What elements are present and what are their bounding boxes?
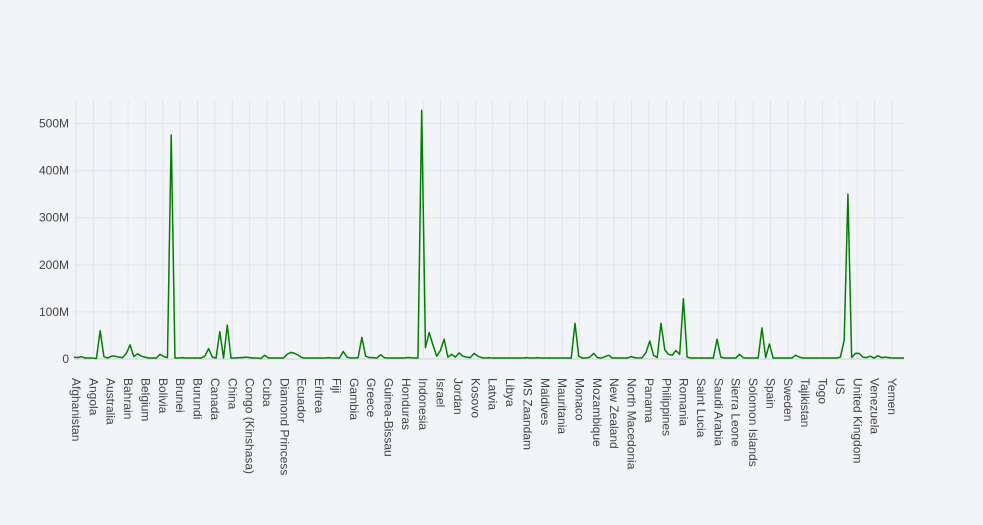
x-tick-label: Bahrain xyxy=(121,378,135,419)
x-tick-label: Solomon Islands xyxy=(746,378,760,467)
x-tick-label: Saint Lucia xyxy=(694,378,708,438)
x-tick-label: Tajikistan xyxy=(798,378,812,427)
x-tick-label: Guinea-Bissau xyxy=(382,378,396,457)
gridlines xyxy=(74,100,904,360)
x-tick-label: Brunei xyxy=(173,378,187,413)
x-tick-label: Mozambique xyxy=(590,378,604,447)
x-tick-label: Ecuador xyxy=(295,378,309,423)
x-tick-label: Panama xyxy=(642,378,656,423)
x-tick-label: Latvia xyxy=(486,378,500,410)
x-tick-label: Bolivia xyxy=(156,378,170,414)
x-tick-label: Mauritania xyxy=(555,378,569,434)
y-tick-label: 0 xyxy=(62,352,69,366)
x-tick-label: Honduras xyxy=(399,378,413,430)
x-tick-label: Diamond Princess xyxy=(277,378,291,475)
x-tick-label: New Zealand xyxy=(607,378,621,449)
x-tick-label: Fiji xyxy=(329,378,343,393)
x-tick-label: MS Zaandam xyxy=(520,378,534,450)
x-tick-label: Afghanistan xyxy=(69,378,83,441)
x-tick-label: Saudi Arabia xyxy=(711,378,725,446)
x-tick-label: Belgium xyxy=(138,378,152,421)
x-tick-label: Togo xyxy=(816,378,830,404)
x-tick-label: Sweden xyxy=(781,378,795,421)
x-tick-label: United Kingdom xyxy=(850,378,864,463)
x-tick-label: Sierra Leone xyxy=(729,378,743,447)
x-tick-label: Monaco xyxy=(572,378,586,421)
x-tick-label: Burundi xyxy=(191,378,205,419)
x-tick-label: Philippines xyxy=(659,378,673,436)
x-tick-label: Angola xyxy=(86,378,100,416)
x-tick-label: Israel xyxy=(434,378,448,407)
x-tick-label: Romania xyxy=(677,378,691,426)
y-tick-label: 200M xyxy=(39,258,69,272)
x-tick-label: North Macedonia xyxy=(625,378,639,470)
y-tick-label: 300M xyxy=(39,211,69,225)
x-tick-label: Libya xyxy=(503,378,517,407)
x-tick-label: Greece xyxy=(364,378,378,418)
x-tick-label: Congo (Kinshasa) xyxy=(243,378,257,474)
x-tick-label: Spain xyxy=(763,378,777,409)
x-tick-label: Kosovo xyxy=(468,378,482,418)
x-tick-label: Cuba xyxy=(260,378,274,407)
x-tick-label: Yemen xyxy=(885,378,899,415)
x-tick-label: US xyxy=(833,378,847,395)
y-tick-label: 400M xyxy=(39,164,69,178)
series-layer xyxy=(73,109,904,360)
y-axis-ticks: 0 100M 200M 300M 400M 500M xyxy=(39,117,69,366)
x-tick-label: Australia xyxy=(104,378,118,425)
x-axis-ticks: Afghanistan Angola Australia Bahrain Belgium… xyxy=(69,378,899,475)
x-tick-label: Venezuela xyxy=(868,378,882,434)
x-tick-label: Indonesia xyxy=(416,378,430,430)
x-tick-label: Canada xyxy=(208,378,222,420)
y-tick-label: 100M xyxy=(39,305,69,319)
x-tick-label: Jordan xyxy=(451,378,465,415)
x-tick-label: Maldives xyxy=(538,378,552,425)
x-tick-label: China xyxy=(225,378,239,410)
x-tick-label: Eritrea xyxy=(312,378,326,414)
x-tick-label: Gambia xyxy=(347,378,361,420)
series-line xyxy=(73,109,904,360)
y-tick-label: 500M xyxy=(39,117,69,131)
